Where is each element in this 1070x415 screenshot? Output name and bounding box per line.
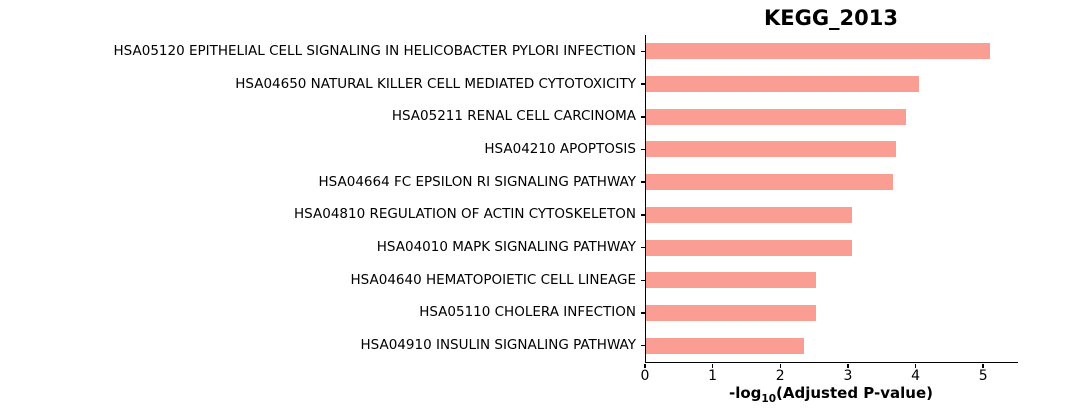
x-tick-label: 3: [843, 368, 853, 384]
x-axis-label-subscript: 10: [761, 393, 777, 405]
x-axis-label-suffix: (Adjusted P-value): [776, 384, 933, 402]
y-tick-mark: [641, 50, 645, 53]
bar: [646, 76, 919, 93]
category-label: HSA04010 MAPK SIGNALING PATHWAY: [376, 239, 636, 256]
bar: [646, 272, 816, 289]
plot-area: [645, 35, 1018, 363]
x-tick-label: 0: [640, 368, 650, 384]
category-label: HSA04910 INSULIN SIGNALING PATHWAY: [360, 337, 636, 354]
y-tick-mark: [641, 148, 645, 151]
x-tick-mark: [847, 363, 849, 368]
bar: [646, 304, 816, 321]
x-tick-mark: [779, 363, 782, 368]
y-tick-mark: [641, 246, 645, 249]
category-label: HSA04640 HEMATOPOIETIC CELL LINEAGE: [350, 271, 636, 288]
bar: [646, 239, 853, 256]
y-tick-mark: [641, 312, 645, 314]
category-label: HSA04810 REGULATION OF ACTIN CYTOSKELETO…: [294, 206, 636, 223]
x-tick-mark: [711, 363, 714, 368]
bar: [646, 206, 853, 223]
bar: [646, 43, 991, 60]
bar: [646, 337, 805, 354]
x-axis-label-prefix: -log: [728, 384, 762, 402]
x-tick-mark: [644, 363, 646, 368]
category-label: HSA04650 NATURAL KILLER CELL MEDIATED CY…: [235, 75, 636, 92]
x-tick-label: 5: [978, 368, 988, 384]
y-tick-mark: [641, 181, 645, 183]
x-tick-mark: [982, 363, 984, 368]
y-tick-mark: [641, 344, 645, 347]
x-tick-label: 2: [775, 368, 785, 384]
bar: [646, 174, 893, 191]
bar: [646, 108, 907, 125]
category-label: HSA04210 APOPTOSIS: [484, 140, 636, 157]
y-tick-mark: [641, 279, 645, 281]
category-label: HSA05211 RENAL CELL CARCINOMA: [391, 108, 636, 125]
x-tick-label: 1: [708, 368, 718, 384]
y-tick-mark: [641, 116, 645, 118]
category-label: HSA05110 CHOLERA INFECTION: [419, 304, 636, 321]
category-label: HSA04664 FC EPSILON RI SIGNALING PATHWAY: [318, 173, 636, 190]
chart-title: KEGG_2013: [763, 6, 899, 30]
category-label: HSA05120 EPITHELIAL CELL SIGNALING IN HE…: [113, 42, 636, 59]
x-tick-mark: [914, 363, 917, 368]
x-tick-label: 4: [911, 368, 920, 384]
x-axis-label: -log10(Adjusted P-value): [645, 384, 1017, 405]
y-tick-mark: [641, 83, 645, 85]
bar: [646, 141, 897, 158]
y-tick-mark: [641, 214, 645, 216]
